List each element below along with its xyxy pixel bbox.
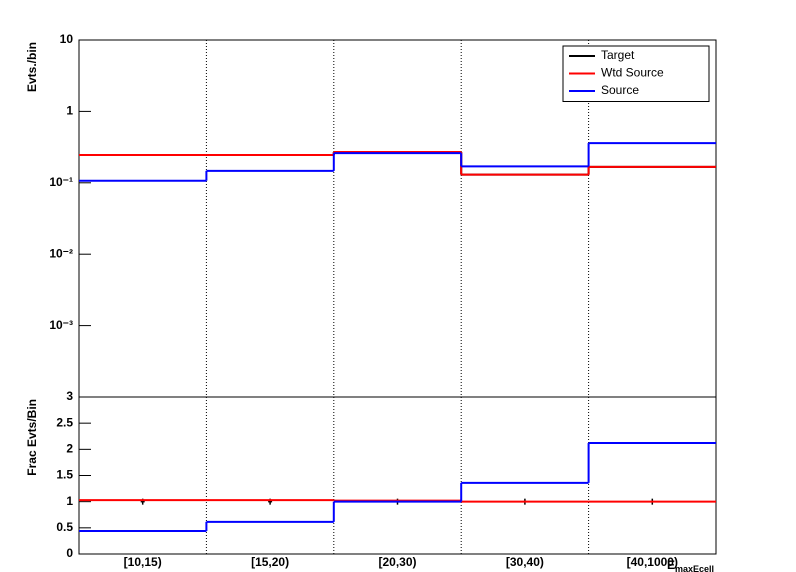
legend-label: Source xyxy=(601,83,639,97)
y-tick-label: 10⁻² xyxy=(49,246,73,260)
y-tick-label: 2.5 xyxy=(56,415,73,429)
y-tick-label: 1.5 xyxy=(56,468,73,482)
y-tick-label: 0.5 xyxy=(56,520,73,534)
y-tick-label: 3 xyxy=(66,389,73,403)
y-axis-label: Frac Evts/Bin xyxy=(25,399,39,476)
x-axis-label: EmaxEcell xyxy=(667,558,714,572)
x-tick-label: [15,20) xyxy=(251,555,289,569)
y-tick-label: 1 xyxy=(66,494,73,508)
y-tick-label: 2 xyxy=(66,442,73,456)
y-tick-label: 10 xyxy=(60,32,74,46)
x-tick-label: [10,15) xyxy=(124,555,162,569)
legend-label: Wtd Source xyxy=(601,66,664,80)
x-tick-label: [30,40) xyxy=(506,555,544,569)
y-tick-label: 10⁻³ xyxy=(49,318,73,332)
x-tick-label: [40,1000) xyxy=(627,555,678,569)
y-axis-label: Evts./bin xyxy=(25,42,39,92)
y-tick-label: 1 xyxy=(66,104,73,118)
x-axis-label-main: E xyxy=(667,558,675,572)
y-tick-label: 10⁻¹ xyxy=(49,175,73,189)
y-tick-label: 0 xyxy=(66,546,73,560)
x-tick-label: [20,30) xyxy=(378,555,416,569)
x-axis-label-sub: maxEcell xyxy=(675,564,714,572)
legend-label: Target xyxy=(601,48,635,62)
